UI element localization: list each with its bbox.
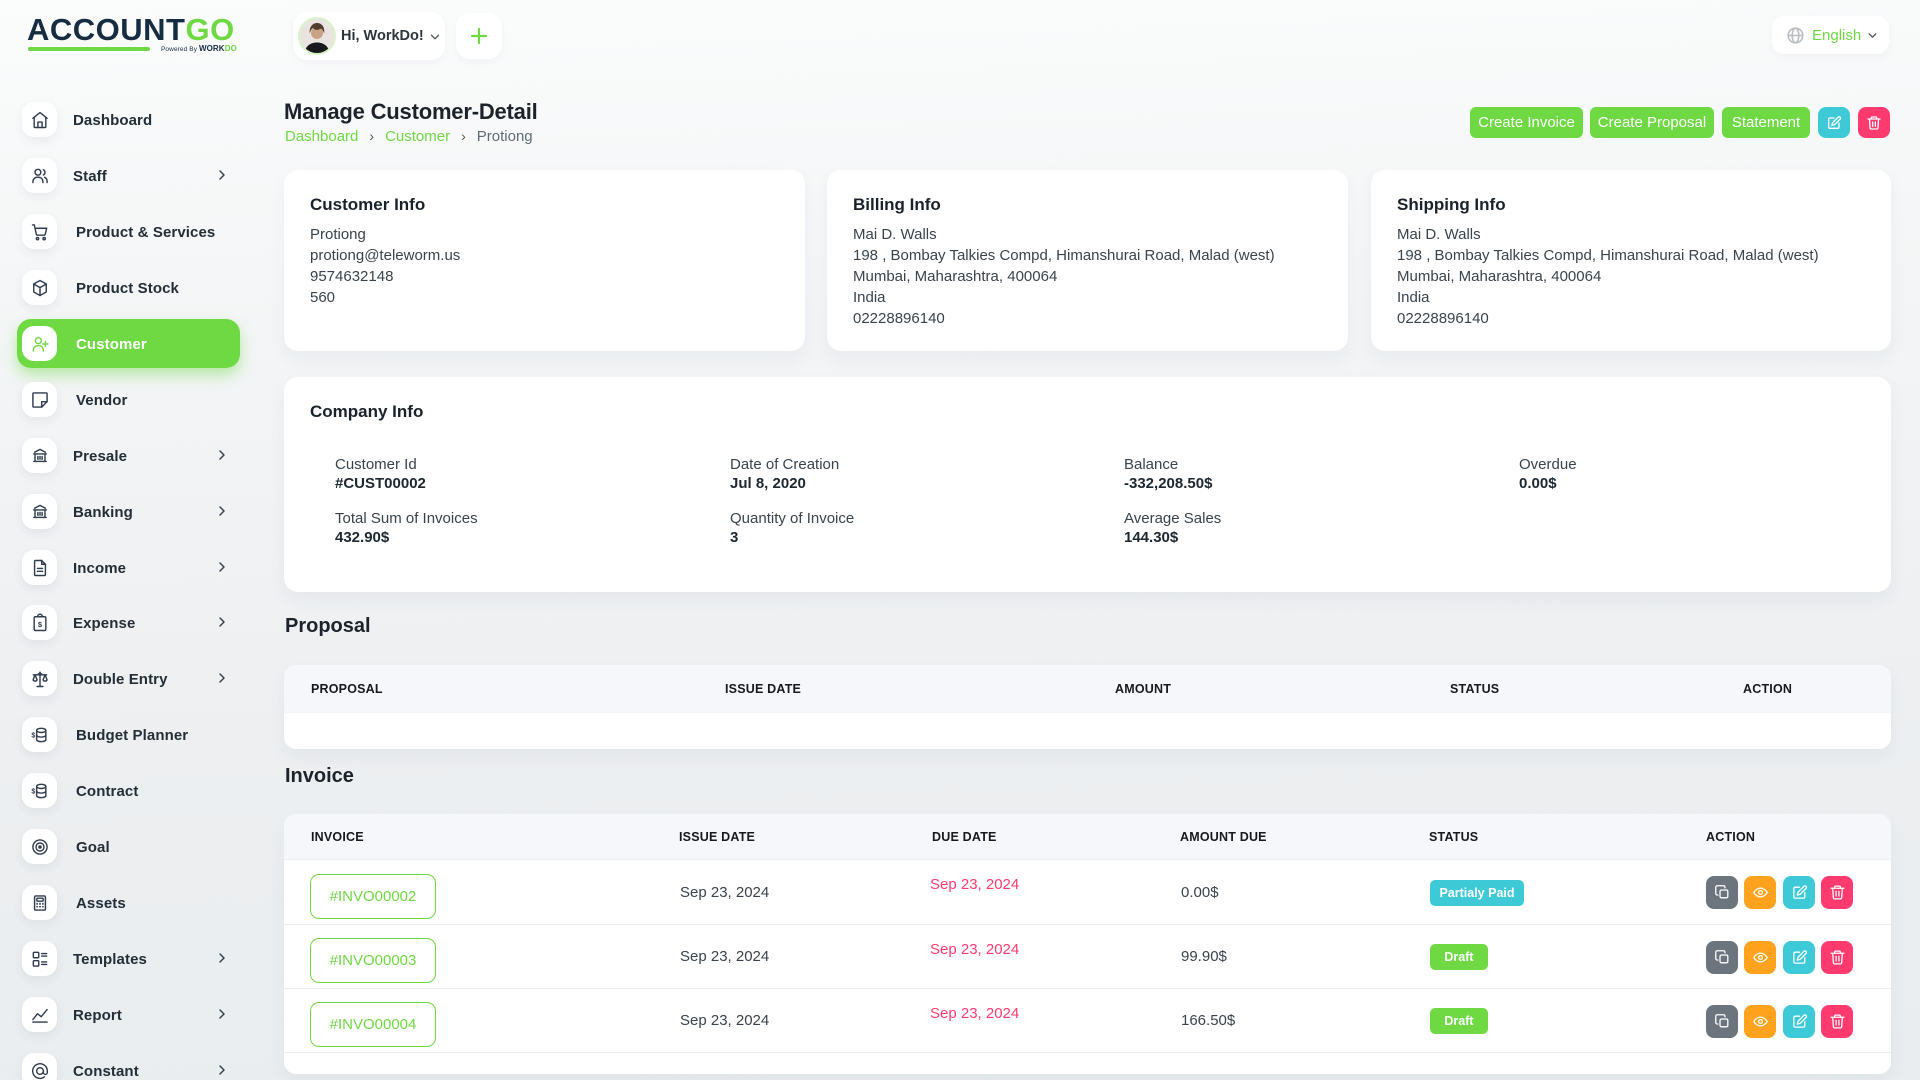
svg-text:$: $ bbox=[31, 731, 35, 739]
svg-text:$: $ bbox=[31, 787, 35, 795]
svg-text:$: $ bbox=[37, 619, 42, 628]
